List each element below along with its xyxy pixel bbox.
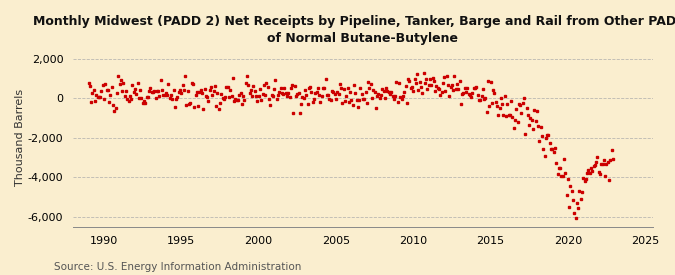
- Text: Source: U.S. Energy Information Administration: Source: U.S. Energy Information Administ…: [54, 262, 301, 272]
- Y-axis label: Thousand Barrels: Thousand Barrels: [15, 89, 25, 186]
- Title: Monthly Midwest (PADD 2) Net Receipts by Pipeline, Tanker, Barge and Rail from O: Monthly Midwest (PADD 2) Net Receipts by…: [32, 15, 675, 45]
